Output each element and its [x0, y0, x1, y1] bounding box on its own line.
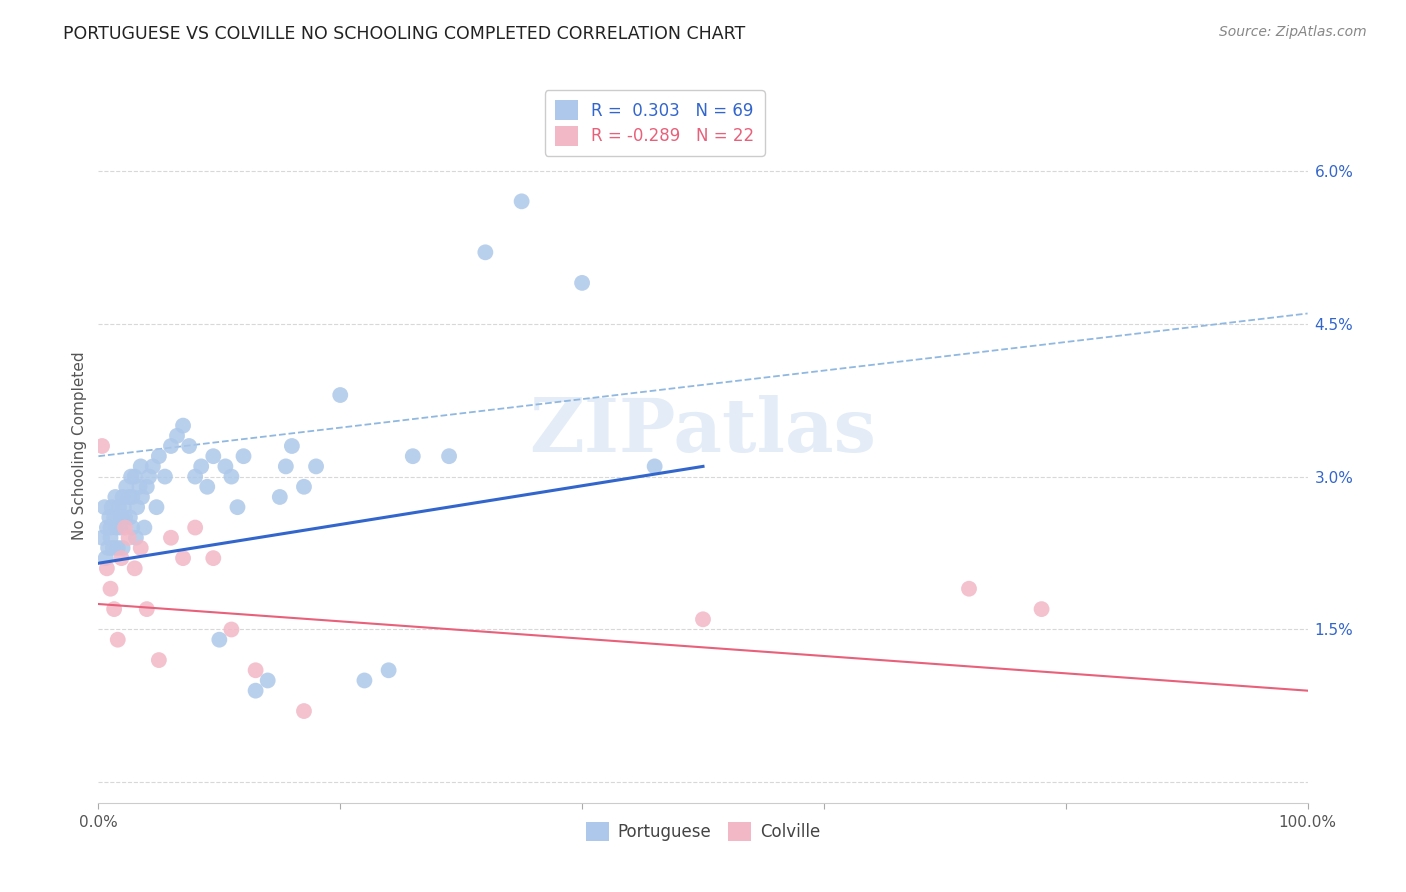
Point [153, 469, 176, 483]
Point [121, 520, 143, 534]
Point [125, 531, 148, 545]
Point [221, 623, 243, 637]
Point [377, 663, 399, 677]
Point [172, 551, 194, 566]
Point [138, 469, 160, 483]
Point [135, 602, 157, 616]
Point [129, 541, 152, 555]
Text: ZIPatlas: ZIPatlas [530, 395, 876, 468]
Point [118, 531, 141, 545]
Point [111, 541, 134, 555]
Point [121, 490, 143, 504]
Point [97, 541, 120, 555]
Point [96, 561, 118, 575]
Point [124, 561, 146, 575]
Point [118, 490, 141, 504]
Text: Source: ZipAtlas.com: Source: ZipAtlas.com [1219, 25, 1367, 39]
Point [160, 439, 183, 453]
Point [91, 439, 114, 453]
Point [96, 520, 118, 534]
Point [107, 632, 129, 647]
Point [120, 469, 142, 483]
Point [135, 480, 157, 494]
Point [245, 683, 267, 698]
Point [142, 459, 165, 474]
Point [214, 459, 236, 474]
Point [100, 531, 122, 545]
Point [93, 500, 115, 515]
Point [145, 500, 167, 515]
Point [134, 520, 156, 534]
Point [353, 673, 375, 688]
Point [129, 459, 152, 474]
Point [118, 510, 141, 524]
Point [329, 388, 352, 402]
Point [110, 551, 132, 566]
Point [571, 276, 593, 290]
Point [100, 520, 122, 534]
Point [437, 449, 460, 463]
Point [128, 480, 150, 494]
Point [110, 510, 132, 524]
Point [402, 449, 425, 463]
Point [107, 541, 129, 555]
Point [172, 418, 194, 433]
Point [202, 449, 225, 463]
Point [101, 541, 124, 555]
Point [274, 459, 297, 474]
Point [245, 663, 267, 677]
Point [292, 480, 315, 494]
Point [232, 449, 254, 463]
Point [103, 510, 125, 524]
Point [114, 510, 136, 524]
Point [305, 459, 328, 474]
Point [124, 469, 146, 483]
Point [281, 439, 304, 453]
Point [115, 480, 138, 494]
Point [1031, 602, 1053, 616]
Text: PORTUGUESE VS COLVILLE NO SCHOOLING COMPLETED CORRELATION CHART: PORTUGUESE VS COLVILLE NO SCHOOLING COMP… [63, 25, 745, 43]
Point [184, 469, 207, 483]
Point [269, 490, 291, 504]
Point [510, 194, 533, 209]
Point [160, 531, 183, 545]
Point [98, 510, 121, 524]
Point [957, 582, 980, 596]
Y-axis label: No Schooling Completed: No Schooling Completed [72, 351, 87, 541]
Point [474, 245, 496, 260]
Point [166, 429, 188, 443]
Point [644, 459, 666, 474]
Point [108, 500, 131, 515]
Point [108, 520, 131, 534]
Point [202, 551, 225, 566]
Point [114, 520, 136, 534]
Point [292, 704, 315, 718]
Point [148, 653, 170, 667]
Point [105, 520, 128, 534]
Point [127, 500, 149, 515]
Point [256, 673, 278, 688]
Point [94, 551, 117, 566]
Point [195, 480, 218, 494]
Point [111, 490, 134, 504]
Point [208, 632, 231, 647]
Point [221, 469, 243, 483]
Point [112, 500, 135, 515]
Point [131, 490, 153, 504]
Point [148, 449, 170, 463]
Point [100, 500, 122, 515]
Point [100, 582, 122, 596]
Point [104, 490, 127, 504]
Point [103, 602, 125, 616]
Legend: Portuguese, Colville: Portuguese, Colville [579, 815, 827, 848]
Point [190, 459, 212, 474]
Point [692, 612, 714, 626]
Point [184, 520, 207, 534]
Point [91, 531, 114, 545]
Point [226, 500, 249, 515]
Point [179, 439, 201, 453]
